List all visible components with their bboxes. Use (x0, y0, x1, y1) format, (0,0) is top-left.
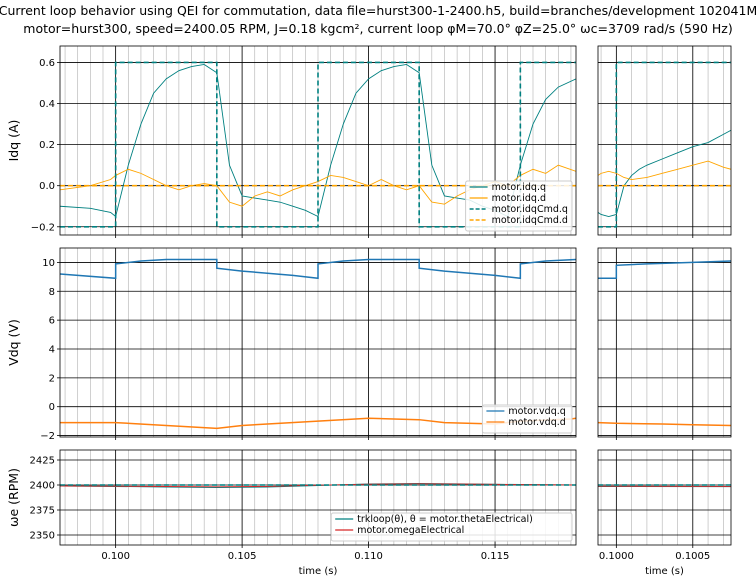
y-tick-label: −2 (40, 431, 55, 442)
legend: trkloop(θ), θ = motor.thetaElectrical)mo… (330, 512, 573, 542)
series-line-motor-vdq-q (60, 258, 576, 280)
legend-entry: motor.idqCmd.d (492, 215, 568, 226)
y-axis-label: Idq (A) (6, 120, 21, 162)
y-tick-label: 2375 (30, 506, 55, 517)
legend-entry: motor.idq.d (492, 193, 546, 204)
y-tick-label: −0.2 (31, 222, 55, 233)
axes-frame (59, 247, 577, 438)
y-tick-label: 2400 (30, 481, 55, 492)
y-tick-label: 0.6 (39, 58, 55, 69)
panel-omega-main: 2350 2375 2400 2425 0.100 0.105 0.110 0.115 time… (6, 449, 577, 577)
x-axis-label: time (s) (645, 566, 684, 577)
legend-box (330, 512, 573, 542)
y-tick-label: 0.2 (39, 140, 55, 151)
x-tick-label: 0.100 (101, 551, 130, 562)
y-axis-label: ωe (RPM) (6, 468, 21, 527)
x-tick-label: 0.1005 (675, 551, 710, 562)
y-tick-label: 2425 (30, 456, 55, 467)
panel-idq-zoom (597, 45, 732, 238)
y-axis-label: Vdq (V) (6, 319, 21, 366)
axes-frame (597, 247, 732, 438)
legend-box (481, 404, 573, 434)
series-line-unnamed-0 (598, 129, 731, 217)
legend: motor.idq.qmotor.idq.dmotor.idqCmd.qmoto… (465, 180, 573, 232)
y-tick-label: 4 (49, 344, 55, 355)
series-line-unnamed-1 (598, 160, 731, 180)
series-group (598, 260, 731, 427)
y-tick-label: 8 (49, 287, 55, 298)
y-tick-label: 0.0 (39, 181, 55, 192)
legend-entry: motor.idq.q (492, 182, 546, 193)
series-group (598, 484, 731, 488)
axes-frame (597, 45, 732, 236)
series-line-unnamed-0 (598, 260, 731, 280)
y-tick-label: 10 (42, 258, 55, 269)
y-tick-label: 0 (49, 402, 55, 413)
legend-box (465, 180, 573, 232)
y-tick-label: 0.4 (39, 99, 55, 110)
series-group (598, 61, 731, 228)
series-line-unnamed-2 (598, 61, 731, 228)
y-tick-label: 2350 (30, 531, 55, 542)
axes-frame (597, 449, 732, 546)
legend-entry: motor.vdq.d (508, 417, 565, 428)
series-group (60, 483, 576, 488)
legend-entry: motor.idqCmd.q (492, 204, 568, 215)
x-tick-label: 0.110 (354, 551, 383, 562)
panel-omega-zoom: 0.1000 0.1005 time (s) (597, 449, 732, 577)
legend-entry: motor.vdq.q (508, 406, 565, 417)
x-axis-label: time (s) (299, 566, 338, 577)
legend-entry: trkloop(θ), θ = motor.thetaElectrical) (357, 514, 533, 525)
axes-frame (59, 45, 577, 236)
axes-frame (59, 449, 577, 546)
series-line-unnamed-1 (598, 421, 731, 427)
x-tick-label: 0.105 (228, 551, 257, 562)
figure-title-line1: Current loop behavior using QEI for comm… (0, 3, 756, 18)
figure-title-line2: motor=hurst300, speed=2400.05 RPM, J=0.1… (23, 21, 732, 36)
x-tick-label: 0.1000 (599, 551, 634, 562)
panel-vdq-zoom (597, 247, 732, 440)
y-tick-label: 6 (49, 316, 55, 327)
y-tick-label: 2 (49, 373, 55, 384)
legend-entry: motor.omegaElectrical (357, 525, 464, 536)
x-tick-label: 0.115 (481, 551, 510, 562)
